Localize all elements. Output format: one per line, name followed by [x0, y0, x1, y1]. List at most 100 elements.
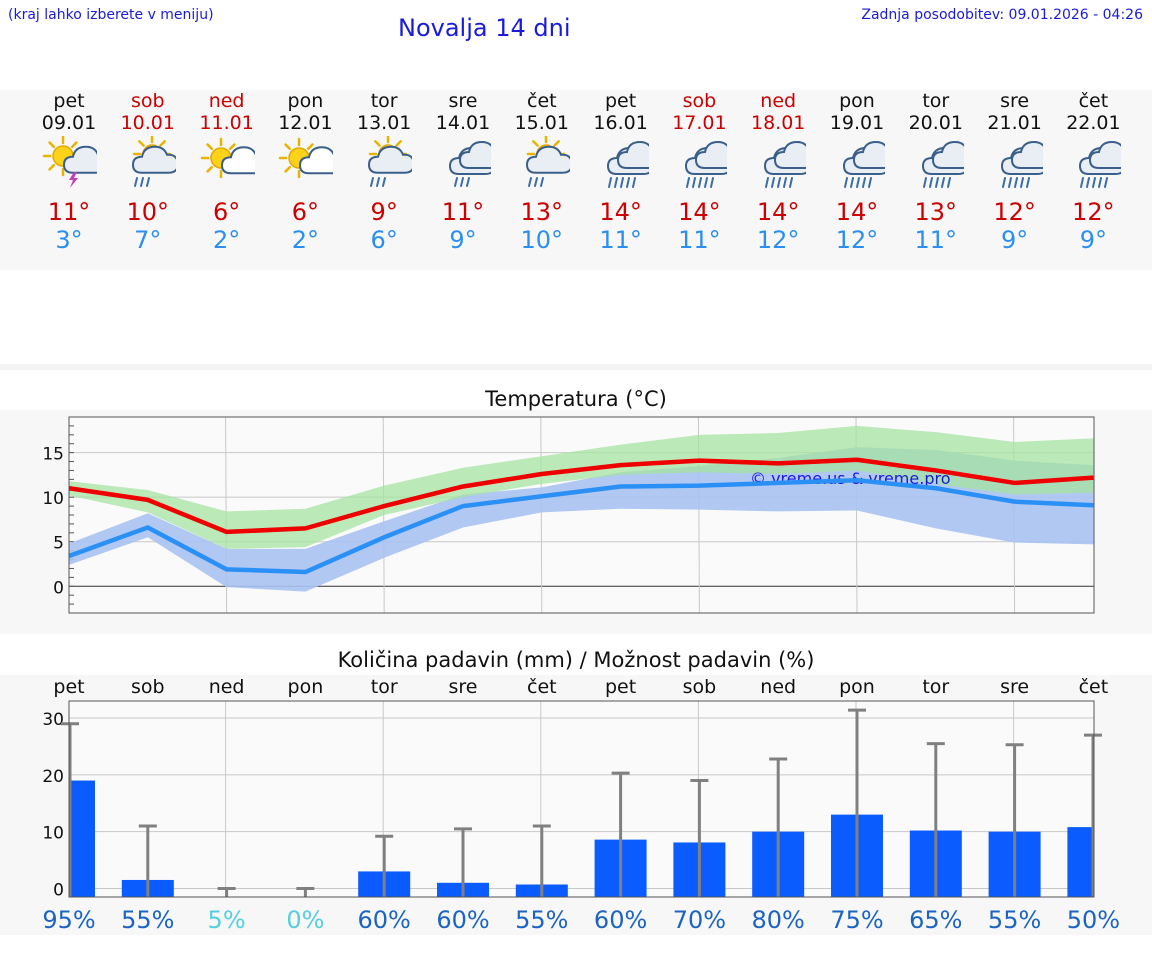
day-date: 16.01 — [593, 112, 648, 134]
precip-x-category-label: čet — [1079, 676, 1109, 698]
precipitation-probability: 0% — [286, 906, 324, 934]
day-name: ned — [208, 90, 245, 112]
day-column: čet 22.01 12° 9° — [1054, 90, 1132, 270]
cloud-heavy-rain-icon — [606, 140, 649, 188]
temp-y-tick-label: 5 — [53, 534, 64, 554]
precipitation-bar — [1067, 827, 1094, 897]
day-date: 17.01 — [672, 112, 727, 134]
precip-x-category-label: sob — [683, 676, 717, 698]
min-temperature: 9° — [449, 226, 477, 254]
sun-cloud-rain-icon — [368, 136, 413, 187]
precipitation-chart-title: Količina padavin (mm) / Možnost padavin … — [337, 648, 815, 672]
precip-x-category-label: sob — [131, 676, 165, 698]
min-temperature: 9° — [1000, 226, 1029, 254]
precipitation-probability: 50% — [1067, 906, 1120, 934]
precipitation-probability: 70% — [673, 906, 726, 934]
max-temperature: 11° — [441, 198, 485, 226]
sun-cloud-rain-icon — [131, 136, 176, 187]
precip-y-tick-label: 10 — [42, 824, 64, 844]
day-date: 12.01 — [278, 112, 333, 134]
day-column: pet 09.01 11° 3° — [30, 90, 108, 270]
daily-forecast-strip: pet 09.01 11° 3° sob 10.01 10° 7° ned 11.01 6° 2° po… — [0, 90, 1152, 270]
day-name: tor — [370, 90, 398, 112]
max-temperature: 9° — [370, 198, 398, 226]
cloud-heavy-rain-icon — [921, 140, 964, 188]
precipitation-probability: 60% — [436, 906, 489, 934]
day-column: ned 18.01 14° 12° — [739, 90, 817, 270]
precipitation-probability: 55% — [121, 906, 174, 934]
precip-x-category-label: čet — [527, 676, 557, 698]
day-name: čet — [1078, 90, 1109, 112]
precipitation-bar — [69, 780, 95, 897]
cloud-heavy-rain-icon — [764, 140, 807, 188]
day-column: ned 11.01 6° 2° — [188, 90, 266, 270]
min-temperature: 6° — [370, 226, 398, 254]
precip-x-category-label: ned — [209, 676, 245, 698]
precipitation-probability: 60% — [594, 906, 647, 934]
min-temperature: 12° — [835, 226, 879, 254]
temp-y-tick-label: 0 — [53, 578, 64, 598]
precip-x-category-label: tor — [371, 676, 398, 698]
cloud-heavy-rain-icon — [1079, 140, 1122, 188]
min-temperature: 2° — [212, 226, 241, 254]
precipitation-probability: 55% — [515, 906, 568, 934]
precip-x-category-label: tor — [922, 676, 949, 698]
day-column: pet 16.01 14° 11° — [582, 90, 660, 270]
day-name: pon — [839, 90, 875, 112]
day-date: 10.01 — [120, 112, 175, 134]
day-name: sre — [448, 90, 478, 112]
day-column: sob 17.01 14° 11° — [660, 90, 738, 270]
day-name: pet — [604, 90, 637, 112]
precip-y-tick-label: 20 — [42, 767, 64, 787]
max-temperature: 13° — [914, 198, 958, 226]
day-column: pon 12.01 6° 2° — [266, 90, 344, 270]
min-temperature: 11° — [599, 226, 642, 254]
precip-y-tick-label: 30 — [42, 710, 64, 730]
day-column: tor 20.01 13° 11° — [897, 90, 975, 270]
min-temperature: 9° — [1079, 226, 1108, 254]
day-name: čet — [527, 90, 557, 112]
max-temperature: 6° — [212, 198, 241, 226]
separator — [0, 364, 1152, 370]
precip-x-category-label: pet — [605, 676, 636, 698]
region-note: (kraj lahko izberete v meniju) — [8, 7, 214, 23]
day-column: tor 13.01 9° 6° — [345, 90, 423, 270]
precip-x-category-label: sre — [449, 676, 478, 698]
temp-vertical-gridline — [540, 416, 543, 614]
max-temperature-range-band — [69, 425, 1094, 549]
day-column: pon 19.01 14° 12° — [818, 90, 896, 270]
sun-cloud-rain-icon — [525, 136, 570, 187]
min-temperature: 12° — [756, 226, 800, 254]
precipitation-probability: 60% — [358, 906, 411, 934]
precipitation-probability: 95% — [42, 906, 95, 934]
day-name: pet — [53, 90, 85, 112]
day-date: 19.01 — [829, 112, 885, 134]
precipitation-plot-frame — [68, 700, 1095, 898]
sun-cloud-thunder-icon — [42, 136, 97, 188]
sun-small-cloud-icon — [279, 137, 334, 179]
precipitation-probability: 80% — [752, 906, 805, 934]
day-name: sre — [1000, 90, 1030, 112]
day-date: 22.01 — [1066, 112, 1121, 134]
page-title: Novalja 14 dni — [398, 14, 571, 42]
precip-y-tick-label: 0 — [53, 880, 64, 900]
min-temperature: 3° — [55, 226, 83, 254]
min-temperature: 2° — [291, 226, 320, 254]
precipitation-probability: 5% — [208, 906, 246, 934]
min-temperature: 10° — [520, 226, 564, 254]
day-name: tor — [922, 90, 950, 112]
max-temperature: 6° — [291, 198, 320, 226]
day-column: sre 21.01 12° 9° — [976, 90, 1054, 270]
max-temperature-line — [68, 457, 1094, 535]
min-temperature: 7° — [134, 226, 162, 254]
day-date: 21.01 — [987, 112, 1042, 134]
cloud-heavy-rain-icon — [842, 140, 885, 188]
cloud-heavy-rain-icon — [685, 140, 728, 188]
day-column: sre 14.01 11° 9° — [424, 90, 502, 270]
max-temperature: 14° — [756, 198, 800, 226]
precip-x-category-label: pon — [288, 676, 324, 698]
max-temperature: 13° — [520, 198, 564, 226]
precipitation-probability: 65% — [909, 906, 962, 934]
min-temperature: 11° — [914, 226, 958, 254]
